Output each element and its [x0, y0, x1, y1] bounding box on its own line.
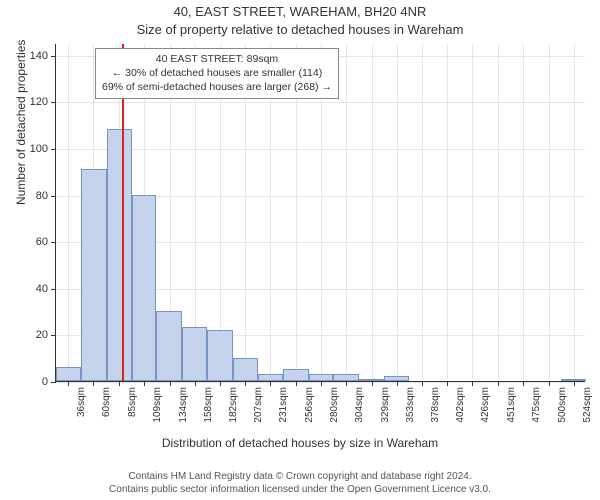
x-tick-mark [447, 381, 448, 386]
callout-line: 40 EAST STREET: 89sqm [102, 52, 332, 66]
x-tick-mark [245, 381, 246, 386]
x-tick-label: 524sqm [578, 387, 593, 423]
histogram-bar [561, 379, 586, 381]
gridline-vertical [346, 44, 347, 381]
footer-line: Contains HM Land Registry data © Crown c… [0, 471, 600, 484]
callout-line: ← 30% of detached houses are smaller (11… [102, 66, 332, 80]
gridline-vertical [498, 44, 499, 381]
gridline-vertical [523, 44, 524, 381]
gridline-vertical [68, 44, 69, 381]
histogram-bar [207, 330, 233, 381]
histogram-bar [81, 169, 107, 381]
x-tick-mark [574, 381, 575, 386]
histogram-bar [182, 327, 207, 381]
y-tick-label: 0 [42, 376, 56, 388]
x-tick-label: 329sqm [376, 387, 391, 423]
y-tick-label: 80 [36, 190, 56, 202]
x-tick-label: 85sqm [123, 387, 138, 417]
x-tick-label: 451sqm [502, 387, 517, 423]
histogram-bar [132, 195, 157, 381]
gridline-vertical [574, 44, 575, 381]
histogram-bar [107, 129, 132, 381]
x-tick-mark [93, 381, 94, 386]
histogram-bar [283, 369, 309, 381]
x-tick-label: 500sqm [553, 387, 568, 423]
histogram-bar [233, 358, 258, 381]
x-tick-label: 353sqm [401, 387, 416, 423]
x-tick-mark [296, 381, 297, 386]
gridline-vertical [422, 44, 423, 381]
histogram-bar [384, 376, 409, 381]
x-axis-label: Distribution of detached houses by size … [0, 436, 600, 450]
x-tick-mark [119, 381, 120, 386]
x-tick-mark [346, 381, 347, 386]
x-tick-label: 182sqm [224, 387, 239, 423]
gridline-vertical [447, 44, 448, 381]
x-tick-label: 60sqm [97, 387, 112, 417]
x-tick-mark [422, 381, 423, 386]
x-tick-mark [220, 381, 221, 386]
x-tick-mark [498, 381, 499, 386]
x-tick-label: 426sqm [476, 387, 491, 423]
gridline-vertical [472, 44, 473, 381]
histogram-bar [309, 374, 334, 381]
x-tick-label: 378sqm [426, 387, 441, 423]
x-tick-label: 207sqm [249, 387, 264, 423]
x-tick-label: 475sqm [527, 387, 542, 423]
x-tick-label: 231sqm [274, 387, 289, 423]
x-tick-mark [195, 381, 196, 386]
chart-subtitle: Size of property relative to detached ho… [0, 22, 600, 37]
x-tick-label: 36sqm [72, 387, 87, 417]
callout-line: 69% of semi-detached houses are larger (… [102, 80, 332, 94]
histogram-bar [359, 379, 384, 381]
x-tick-mark [321, 381, 322, 386]
attribution-footer: Contains HM Land Registry data © Crown c… [0, 471, 600, 496]
chart-title: 40, EAST STREET, WAREHAM, BH20 4NR [0, 4, 600, 19]
gridline-vertical [372, 44, 373, 381]
x-tick-label: 304sqm [350, 387, 365, 423]
y-tick-label: 120 [30, 96, 56, 108]
x-tick-mark [397, 381, 398, 386]
x-tick-mark [144, 381, 145, 386]
y-tick-label: 60 [36, 236, 56, 248]
gridline-vertical [397, 44, 398, 381]
chart-container: 40, EAST STREET, WAREHAM, BH20 4NR Size … [0, 0, 600, 500]
y-tick-label: 140 [30, 50, 56, 62]
x-tick-label: 402sqm [451, 387, 466, 423]
x-tick-mark [549, 381, 550, 386]
x-tick-label: 256sqm [300, 387, 315, 423]
footer-line: Contains public sector information licen… [0, 484, 600, 497]
x-tick-label: 134sqm [174, 387, 189, 423]
y-axis-label: Number of detached properties [14, 40, 28, 205]
x-tick-mark [270, 381, 271, 386]
x-tick-label: 280sqm [325, 387, 340, 423]
x-tick-mark [472, 381, 473, 386]
gridline-vertical [549, 44, 550, 381]
histogram-bar [258, 374, 283, 381]
histogram-bar [333, 374, 359, 381]
y-tick-label: 20 [36, 329, 56, 341]
x-tick-label: 158sqm [199, 387, 214, 423]
y-tick-label: 100 [30, 143, 56, 155]
x-tick-label: 109sqm [148, 387, 163, 423]
histogram-bar [56, 367, 81, 381]
annotation-callout: 40 EAST STREET: 89sqm← 30% of detached h… [95, 48, 339, 99]
x-tick-mark [170, 381, 171, 386]
x-tick-mark [372, 381, 373, 386]
x-tick-mark [523, 381, 524, 386]
x-tick-mark [68, 381, 69, 386]
histogram-bar [156, 311, 182, 381]
y-tick-label: 40 [36, 283, 56, 295]
